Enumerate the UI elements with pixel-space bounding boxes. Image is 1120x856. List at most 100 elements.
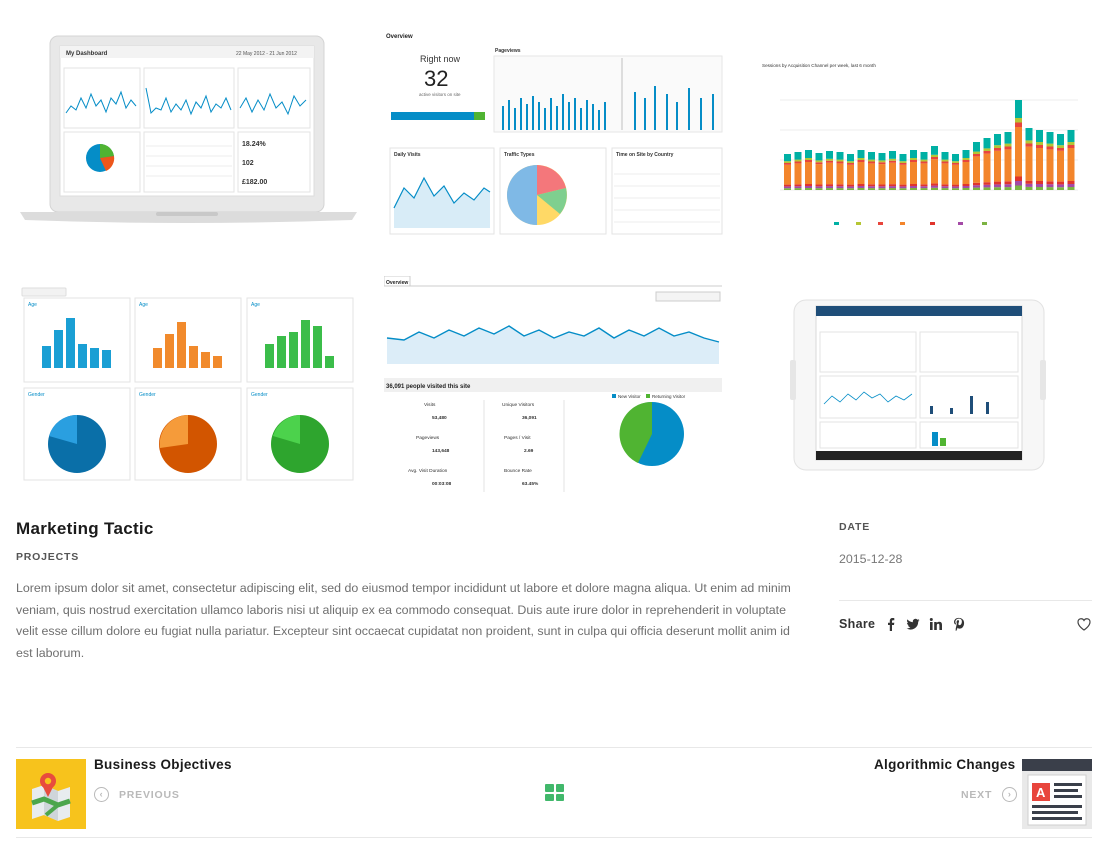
svg-text:Pageviews: Pageviews (416, 435, 440, 441)
stacked-bar-segment (889, 162, 896, 185)
svg-text:Pages / Visit: Pages / Visit (504, 435, 531, 441)
stacked-bar-segment (941, 152, 949, 160)
stacked-bar-segment (920, 186, 928, 189)
previous-label: PREVIOUS (119, 788, 180, 801)
stacked-bar-segment (910, 186, 917, 188)
stacked-bar-segment (1067, 187, 1075, 190)
previous-post-link[interactable]: ‹ PREVIOUS (94, 787, 180, 802)
project-title: Marketing Tactic (16, 519, 154, 538)
stacked-bar-segment (847, 161, 854, 163)
stacked-bar-segment (910, 158, 917, 160)
stacked-bar-segment (899, 161, 907, 163)
stacked-bar-segment (1004, 181, 1012, 185)
previous-post-title[interactable]: Business Objectives (94, 757, 232, 772)
svg-text:Returning Visitor: Returning Visitor (652, 394, 686, 399)
previous-post-thumbnail[interactable] (16, 759, 86, 829)
stacked-bar-segment (973, 156, 980, 183)
stacked-bar-segment (1015, 118, 1022, 123)
stacked-bar-segment (931, 146, 938, 155)
heart-icon[interactable] (1076, 616, 1092, 632)
next-post-link[interactable]: NEXT › (961, 787, 1018, 802)
stacked-bar-segment (910, 162, 917, 184)
stacked-bar-segment (1057, 134, 1064, 146)
facebook-icon[interactable] (884, 617, 898, 631)
stacked-bar-segment (962, 158, 970, 160)
stacked-bar-segment (983, 153, 991, 183)
project-category-link[interactable]: PROJECTS (16, 551, 79, 563)
stacked-bar-segment (1046, 149, 1054, 182)
stacked-bar-segment (847, 154, 854, 162)
stacked-bar-segment (1036, 148, 1043, 181)
svg-text:Time on Site by Country: Time on Site by Country (616, 152, 674, 158)
stacked-bar-segment (952, 184, 959, 187)
stacked-bar-segment (836, 152, 844, 160)
stacked-bar-segment (794, 188, 802, 190)
stacked-bar-segment (920, 163, 928, 185)
chevron-right-icon: › (1002, 787, 1018, 802)
svg-text:00:03:08: 00:03:08 (432, 481, 452, 487)
stacked-bar-segment (805, 150, 812, 158)
stacked-bar-segment (868, 163, 875, 185)
svg-text:A: A (1036, 785, 1046, 800)
stacked-bar-segment (826, 160, 833, 163)
stacked-bar-segment (878, 186, 886, 189)
stacked-bar-segment (941, 184, 949, 187)
stacked-bar-segment (1067, 145, 1075, 148)
pinterest-icon[interactable] (952, 617, 966, 631)
svg-text:2.69: 2.69 (524, 448, 534, 454)
date-value: 2015-12-28 (839, 552, 903, 566)
linkedin-icon[interactable] (929, 617, 943, 631)
stacked-bar-segment (868, 184, 875, 187)
stacked-bar-segment (784, 184, 791, 187)
stacked-bar-segment (1057, 145, 1064, 148)
svg-text:Visits: Visits (424, 402, 436, 408)
stacked-bar-segment (1004, 184, 1012, 188)
stacked-bar-segment (1067, 142, 1075, 145)
grid-icon (545, 784, 554, 792)
svg-text:Age: Age (139, 302, 148, 308)
stacked-bar-segment (962, 188, 970, 190)
stacked-bar-segment (805, 188, 812, 190)
stacked-bar-segment (815, 186, 823, 189)
stacked-bar-segment (1067, 181, 1075, 184)
stacked-bar-segment (941, 161, 949, 164)
stacked-bar-segment (994, 148, 1001, 151)
stacked-bar-segment (836, 184, 844, 187)
svg-text:Gender: Gender (28, 392, 45, 398)
stacked-bar-segment (889, 184, 896, 187)
twitter-icon[interactable] (906, 617, 920, 631)
stacked-bar-segment (983, 184, 991, 188)
stacked-bar-segment (962, 186, 970, 188)
share-label: Share (839, 617, 876, 631)
stacked-bar-segment (836, 159, 844, 162)
stacked-bar-segment (983, 138, 991, 149)
svg-text:63.45%: 63.45% (522, 481, 539, 487)
portfolio-grid-button[interactable] (545, 784, 564, 801)
stacked-bar-segment (878, 160, 886, 163)
stacked-bar-segment (920, 152, 928, 160)
stacked-bar-segment (805, 162, 812, 184)
stacked-bar-segment (994, 181, 1001, 185)
stacked-bar-segment (1004, 143, 1012, 147)
svg-text:Sessions by Acquisition Channe: Sessions by Acquisition Channel per week… (762, 63, 876, 68)
stacked-bar-segment (910, 160, 917, 162)
stacked-bar-segment (878, 188, 886, 190)
stacked-bar-segment (1046, 132, 1054, 144)
nav-divider-bottom (16, 837, 1092, 838)
stacked-bar-segment (794, 186, 802, 189)
stacked-bar-segment (952, 154, 959, 162)
stacked-bar-segment (1036, 145, 1043, 148)
next-post-thumbnail[interactable]: A (1022, 759, 1092, 829)
stacked-bar-segment (878, 162, 886, 165)
stacked-bar-segment (899, 186, 907, 189)
stacked-bar-segment (857, 186, 865, 188)
next-post-title[interactable]: Algorithmic Changes (874, 757, 1016, 772)
stacked-bar-segment (931, 157, 938, 160)
stacked-bar-segment (847, 184, 854, 187)
svg-text:Gender: Gender (139, 392, 156, 398)
nav-divider-top (16, 747, 1092, 748)
stacked-bar-segment (962, 150, 970, 158)
stacked-bar-segment (826, 158, 833, 161)
stacked-bar-segment (920, 161, 928, 164)
svg-text:32: 32 (424, 66, 448, 91)
